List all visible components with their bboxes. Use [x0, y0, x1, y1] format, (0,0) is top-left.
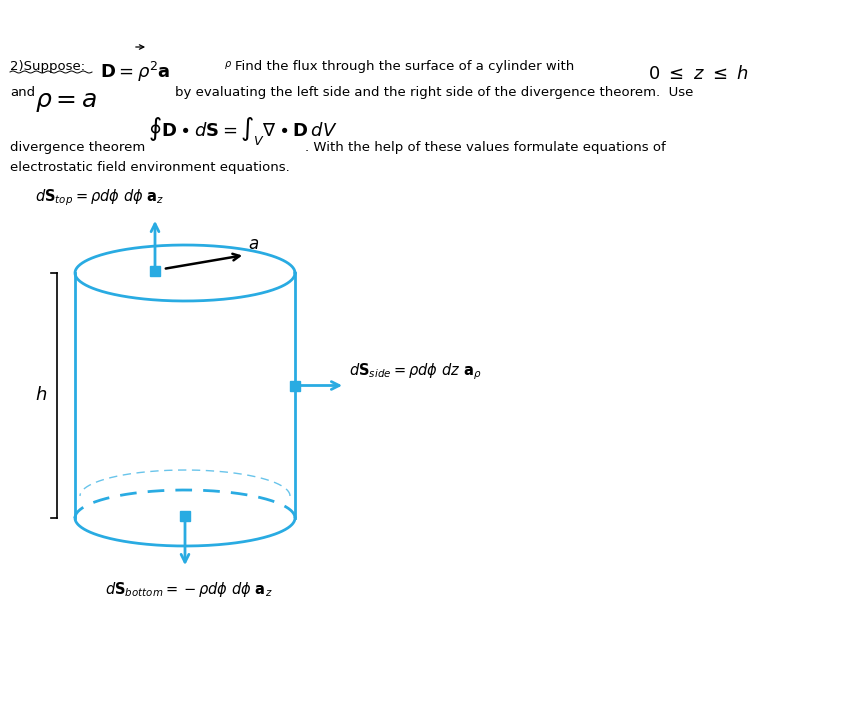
- Text: . With the help of these values formulate equations of: . With the help of these values formulat…: [305, 141, 665, 154]
- Text: 2)Suppose:: 2)Suppose:: [10, 60, 85, 73]
- Text: divergence theorem: divergence theorem: [10, 141, 145, 154]
- Text: by evaluating the left side and the right side of the divergence theorem.  Use: by evaluating the left side and the righ…: [175, 86, 694, 99]
- Text: $0 \ \leq \ z \ \leq \ h$: $0 \ \leq \ z \ \leq \ h$: [648, 65, 749, 83]
- Text: $d\mathbf{S}_{bottom} = -\rho d\phi\ d\phi\ \mathbf{a}_z$: $d\mathbf{S}_{bottom} = -\rho d\phi\ d\p…: [105, 580, 273, 599]
- Text: $\rho = a$: $\rho = a$: [35, 91, 97, 114]
- Text: Find the flux through the surface of a cylinder with: Find the flux through the surface of a c…: [235, 60, 574, 73]
- Text: $\mathbf{D} = \rho^2\mathbf{a}$: $\mathbf{D} = \rho^2\mathbf{a}$: [100, 60, 170, 84]
- Text: $a$: $a$: [248, 236, 259, 253]
- Text: $h$: $h$: [35, 386, 47, 404]
- Text: $d\mathbf{S}_{top} = \rho d\phi\ d\phi\ \mathbf{a}_z$: $d\mathbf{S}_{top} = \rho d\phi\ d\phi\ …: [35, 188, 164, 208]
- Text: $d\mathbf{S}_{side} = \rho d\phi\ dz\ \mathbf{a}_\rho$: $d\mathbf{S}_{side} = \rho d\phi\ dz\ \m…: [349, 361, 481, 381]
- Text: $\oint \mathbf{D} \bullet d\mathbf{S} = \int_V \nabla \bullet \mathbf{D}\,dV$: $\oint \mathbf{D} \bullet d\mathbf{S} = …: [148, 115, 337, 147]
- Text: electrostatic field environment equations.: electrostatic field environment equation…: [10, 161, 290, 174]
- Text: and: and: [10, 86, 35, 99]
- Text: $_\rho$: $_\rho$: [224, 58, 233, 72]
